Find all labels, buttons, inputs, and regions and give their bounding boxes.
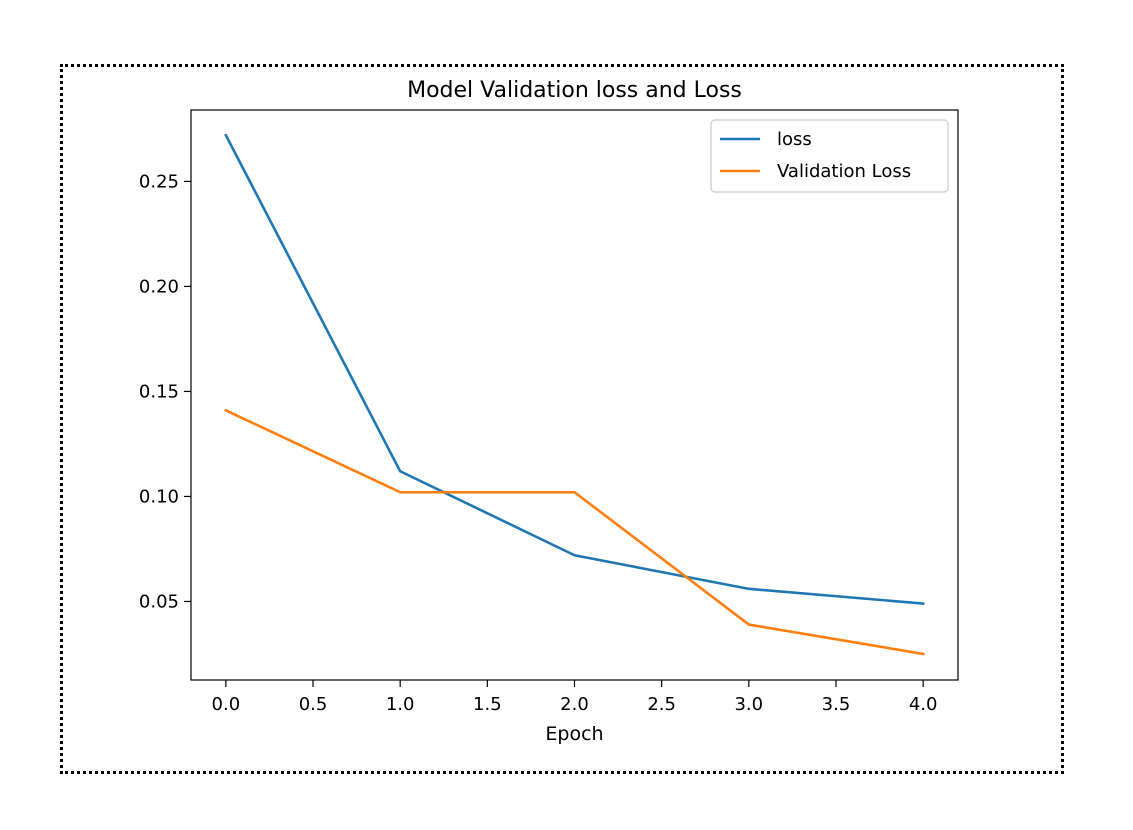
- x-tick-label: 3.5: [822, 694, 851, 715]
- x-axis-label: Epoch: [545, 723, 603, 745]
- x-tick-label: 3.0: [734, 694, 763, 715]
- legend-label: loss: [777, 129, 812, 150]
- y-tick-label: 0.05: [139, 591, 179, 612]
- legend-box: [710, 119, 949, 193]
- figure-border: [60, 64, 1064, 774]
- legend-label: Validation Loss: [777, 161, 911, 182]
- y-tick-label: 0.20: [139, 276, 179, 297]
- x-tick-label: 1.0: [386, 694, 415, 715]
- x-tick-label: 0.0: [212, 694, 241, 715]
- plot-area: [224, 133, 925, 656]
- y-axis: 0.05 0.10 0.15 0.20 0.25: [139, 171, 191, 612]
- series-line-loss: [224, 133, 925, 605]
- axes-frame: [190, 109, 959, 681]
- legend: loss Validation Loss: [710, 119, 949, 193]
- x-tick-label: 4.0: [909, 694, 938, 715]
- chart-title: Model Validation loss and Loss: [407, 78, 742, 103]
- x-axis: 0.0 0.5 1.0 1.5 2.0 2.5 3.0 3.5 4.0: [212, 680, 938, 715]
- x-tick-label: 2.0: [560, 694, 589, 715]
- y-tick-label: 0.15: [139, 381, 179, 402]
- y-tick-label: 0.10: [139, 486, 179, 507]
- x-tick-label: 1.5: [473, 694, 502, 715]
- series-line-validation-loss: [224, 408, 925, 656]
- x-tick-label: 0.5: [299, 694, 328, 715]
- x-tick-label: 2.5: [647, 694, 676, 715]
- y-tick-label: 0.25: [139, 171, 179, 192]
